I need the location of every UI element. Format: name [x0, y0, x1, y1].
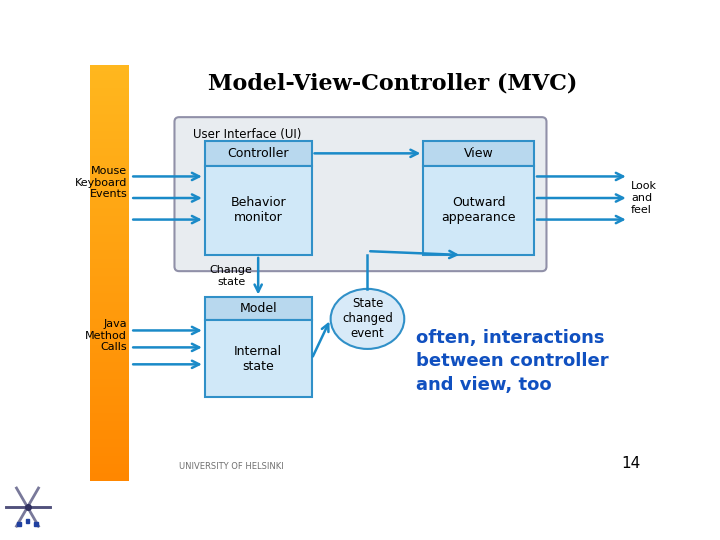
Ellipse shape	[330, 289, 404, 349]
Bar	[34, 522, 37, 525]
FancyBboxPatch shape	[204, 320, 312, 397]
Text: User Interface (UI): User Interface (UI)	[193, 128, 302, 141]
Text: Internal
state: Internal state	[234, 345, 282, 373]
FancyBboxPatch shape	[204, 141, 312, 166]
Text: 14: 14	[621, 456, 640, 471]
Text: UNIVERSITY OF HELSINKI: UNIVERSITY OF HELSINKI	[179, 462, 284, 471]
Text: Behavior
monitor: Behavior monitor	[230, 197, 286, 224]
FancyBboxPatch shape	[204, 298, 312, 320]
Bar	[26, 519, 30, 523]
Text: State
changed
event: State changed event	[342, 298, 393, 340]
Text: Model: Model	[239, 302, 277, 315]
Text: often, interactions
between controller
and view, too: often, interactions between controller a…	[415, 329, 608, 394]
Text: Controller: Controller	[228, 147, 289, 160]
Text: View: View	[464, 147, 493, 160]
Text: Change
state: Change state	[210, 265, 253, 287]
FancyBboxPatch shape	[174, 117, 546, 271]
Text: Look
and
feel: Look and feel	[631, 181, 657, 214]
Text: Model-View-Controller (MVC): Model-View-Controller (MVC)	[207, 72, 577, 94]
FancyBboxPatch shape	[129, 65, 648, 481]
Bar	[17, 522, 21, 525]
Text: Outward
appearance: Outward appearance	[441, 197, 516, 224]
Text: Mouse
Keyboard
Events: Mouse Keyboard Events	[75, 166, 127, 199]
FancyBboxPatch shape	[423, 141, 534, 166]
FancyBboxPatch shape	[204, 166, 312, 255]
Text: Java
Method
Calls: Java Method Calls	[86, 319, 127, 353]
FancyBboxPatch shape	[423, 166, 534, 255]
